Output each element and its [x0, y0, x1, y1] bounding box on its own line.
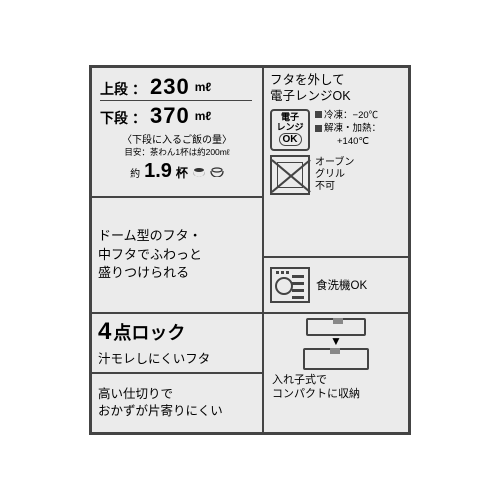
oven-not-allowed-text: オーブン グリル 不可	[315, 157, 354, 193]
upper-label: 上段	[100, 79, 128, 99]
dishwasher-text: 食洗機OK	[316, 277, 367, 293]
oven-not-allowed-icon	[270, 155, 310, 195]
microwave-ok-icon: 電子 レンジ OK	[270, 109, 310, 151]
upper-tier-capacity: 上段 ： 230 mℓ	[100, 74, 256, 100]
dishwasher-block: 食洗機OK	[263, 257, 409, 313]
four-point-lock-block: 4 点ロック 汁モレしにくいフタ	[91, 313, 263, 373]
rice-hint: 目安：茶わん1杯は約200mℓ	[98, 146, 256, 158]
nesting-block: ▼ 入れ子式で コンパクトに収納	[263, 313, 409, 433]
heat-compatibility-block: フタを外して 電子レンジOK 電子 レンジ OK 冷凍：−20℃ 解凍・加熱： …	[263, 67, 409, 257]
dome-lid-block: ドーム型のフタ・ 中フタでふわっと 盛りつけられる	[91, 197, 263, 313]
microwave-headline: フタを外して 電子レンジOK	[270, 72, 402, 105]
bowl-count: 約 1.9 杯	[98, 160, 256, 183]
dishwasher-icon	[270, 267, 310, 303]
lower-value: 370	[150, 103, 190, 129]
upper-value: 230	[150, 74, 190, 100]
nesting-diagram-icon: ▼	[270, 318, 402, 370]
lower-label: 下段	[100, 108, 128, 128]
lower-tier-capacity: 下段 ： 370 mℓ	[100, 103, 256, 129]
rice-bowl-icon	[210, 167, 224, 177]
rice-bowl-icon	[192, 167, 206, 177]
product-spec-panel: 上段 ： 230 mℓ 下段 ： 370 mℓ 〈下段に入るご飯の量〉 目安：茶…	[89, 65, 411, 435]
rice-qty-label: 〈下段に入るご飯の量〉	[98, 131, 256, 146]
temperature-limits: 冷凍：−20℃ 解凍・加熱： +140℃	[315, 109, 381, 149]
tall-divider-block: 高い仕切りで おかずが片寄りにくい	[91, 373, 263, 433]
capacity-block: 上段 ： 230 mℓ 下段 ： 370 mℓ 〈下段に入るご飯の量〉 目安：茶…	[91, 67, 263, 197]
